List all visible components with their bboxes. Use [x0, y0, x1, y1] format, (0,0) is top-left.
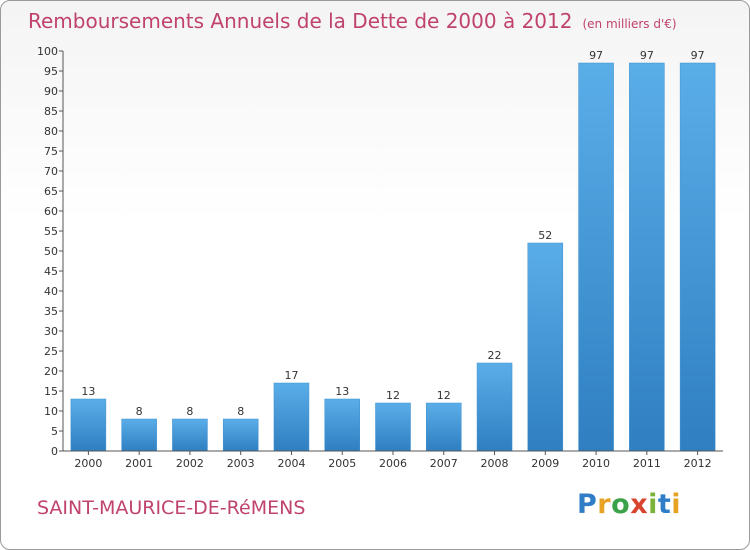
commune-name: SAINT-MAURICE-DE-RéMENS — [37, 497, 306, 519]
x-tick-label: 2010 — [582, 457, 610, 470]
chart-title-unit: (en milliers d'€) — [582, 17, 677, 31]
logo-letter: i — [648, 489, 658, 520]
bar — [426, 402, 462, 452]
bar-value-label: 12 — [386, 389, 400, 402]
bar-value-label: 97 — [640, 49, 654, 62]
y-tick-label: 50 — [44, 245, 58, 258]
bars: 13 8 8 8 17 13 12 12 22 52 97 97 97 — [70, 49, 716, 452]
x-tick-label: 2006 — [379, 457, 407, 470]
bar-value-label: 8 — [186, 405, 193, 418]
y-axis: 0 5 10 15 20 25 30 35 40 45 50 55 60 65 70 75 80 85 90 95 10… — [37, 45, 64, 458]
bar-value-label: 13 — [81, 385, 95, 398]
y-tick-label: 25 — [44, 345, 58, 358]
bar-value-label: 13 — [335, 385, 349, 398]
bar — [375, 402, 411, 452]
logo-letter: o — [611, 489, 631, 520]
bar-value-label: 8 — [237, 405, 244, 418]
y-tick-label: 65 — [44, 185, 58, 198]
bar-value-label: 97 — [691, 49, 705, 62]
x-axis: 2000 2001 2002 2003 2004 2005 2006 2007 2008 2009… — [63, 450, 723, 470]
y-tick-label: 30 — [44, 325, 58, 338]
bar-value-label: 97 — [589, 49, 603, 62]
logo-letter: r — [597, 489, 612, 520]
y-tick-label: 90 — [44, 85, 58, 98]
y-tick-label: 45 — [44, 265, 58, 278]
x-tick-label: 2003 — [227, 457, 255, 470]
y-tick-label: 10 — [44, 405, 58, 418]
x-tick-label: 2000 — [74, 457, 102, 470]
y-tick-label: 85 — [44, 105, 58, 118]
y-tick-label: 60 — [44, 205, 58, 218]
x-tick-label: 2005 — [328, 457, 356, 470]
proxiti-logo: Proxiti — [577, 489, 681, 520]
logo-letter: P — [577, 489, 598, 520]
bar-value-label: 8 — [136, 405, 143, 418]
logo-letter: i — [671, 489, 682, 520]
bar — [679, 62, 716, 452]
y-tick-label: 15 — [44, 385, 58, 398]
bar-value-label: 12 — [437, 389, 451, 402]
x-tick-label: 2009 — [531, 457, 559, 470]
bar — [324, 398, 360, 452]
bar — [273, 382, 310, 452]
x-tick-label: 2001 — [125, 457, 153, 470]
x-tick-label: 2011 — [633, 457, 661, 470]
bar — [578, 62, 614, 452]
x-tick-label: 2002 — [176, 457, 204, 470]
bar — [527, 242, 564, 452]
bar-value-label: 17 — [284, 369, 298, 382]
y-tick-label: 35 — [44, 305, 58, 318]
x-tick-label: 2008 — [481, 457, 509, 470]
chart-title-text: Remboursements Annuels de la Dette de 20… — [28, 9, 573, 33]
y-tick-label: 80 — [44, 125, 58, 138]
x-tick-label: 2004 — [277, 457, 305, 470]
y-tick-label: 0 — [51, 445, 58, 458]
y-tick-label: 75 — [44, 145, 58, 158]
bar-value-label: 22 — [488, 349, 502, 362]
bar — [476, 362, 513, 452]
x-tick-label: 2012 — [684, 457, 712, 470]
bar — [172, 418, 208, 452]
y-tick-label: 100 — [37, 45, 58, 58]
y-tick-label: 5 — [51, 425, 58, 438]
bar-value-label: 52 — [538, 229, 552, 242]
x-tick-label: 2007 — [430, 457, 458, 470]
y-tick-label: 70 — [44, 165, 58, 178]
chart-title: Remboursements Annuels de la Dette de 20… — [28, 9, 677, 33]
bar — [222, 418, 259, 452]
bar — [629, 62, 665, 452]
bar — [70, 398, 107, 452]
logo-letter: t — [657, 489, 672, 520]
y-tick-label: 55 — [44, 225, 58, 238]
y-tick-label: 20 — [44, 365, 58, 378]
logo-letter: x — [630, 489, 649, 520]
y-tick-label: 95 — [44, 65, 58, 78]
y-tick-label: 40 — [44, 285, 58, 298]
bar — [121, 418, 157, 452]
